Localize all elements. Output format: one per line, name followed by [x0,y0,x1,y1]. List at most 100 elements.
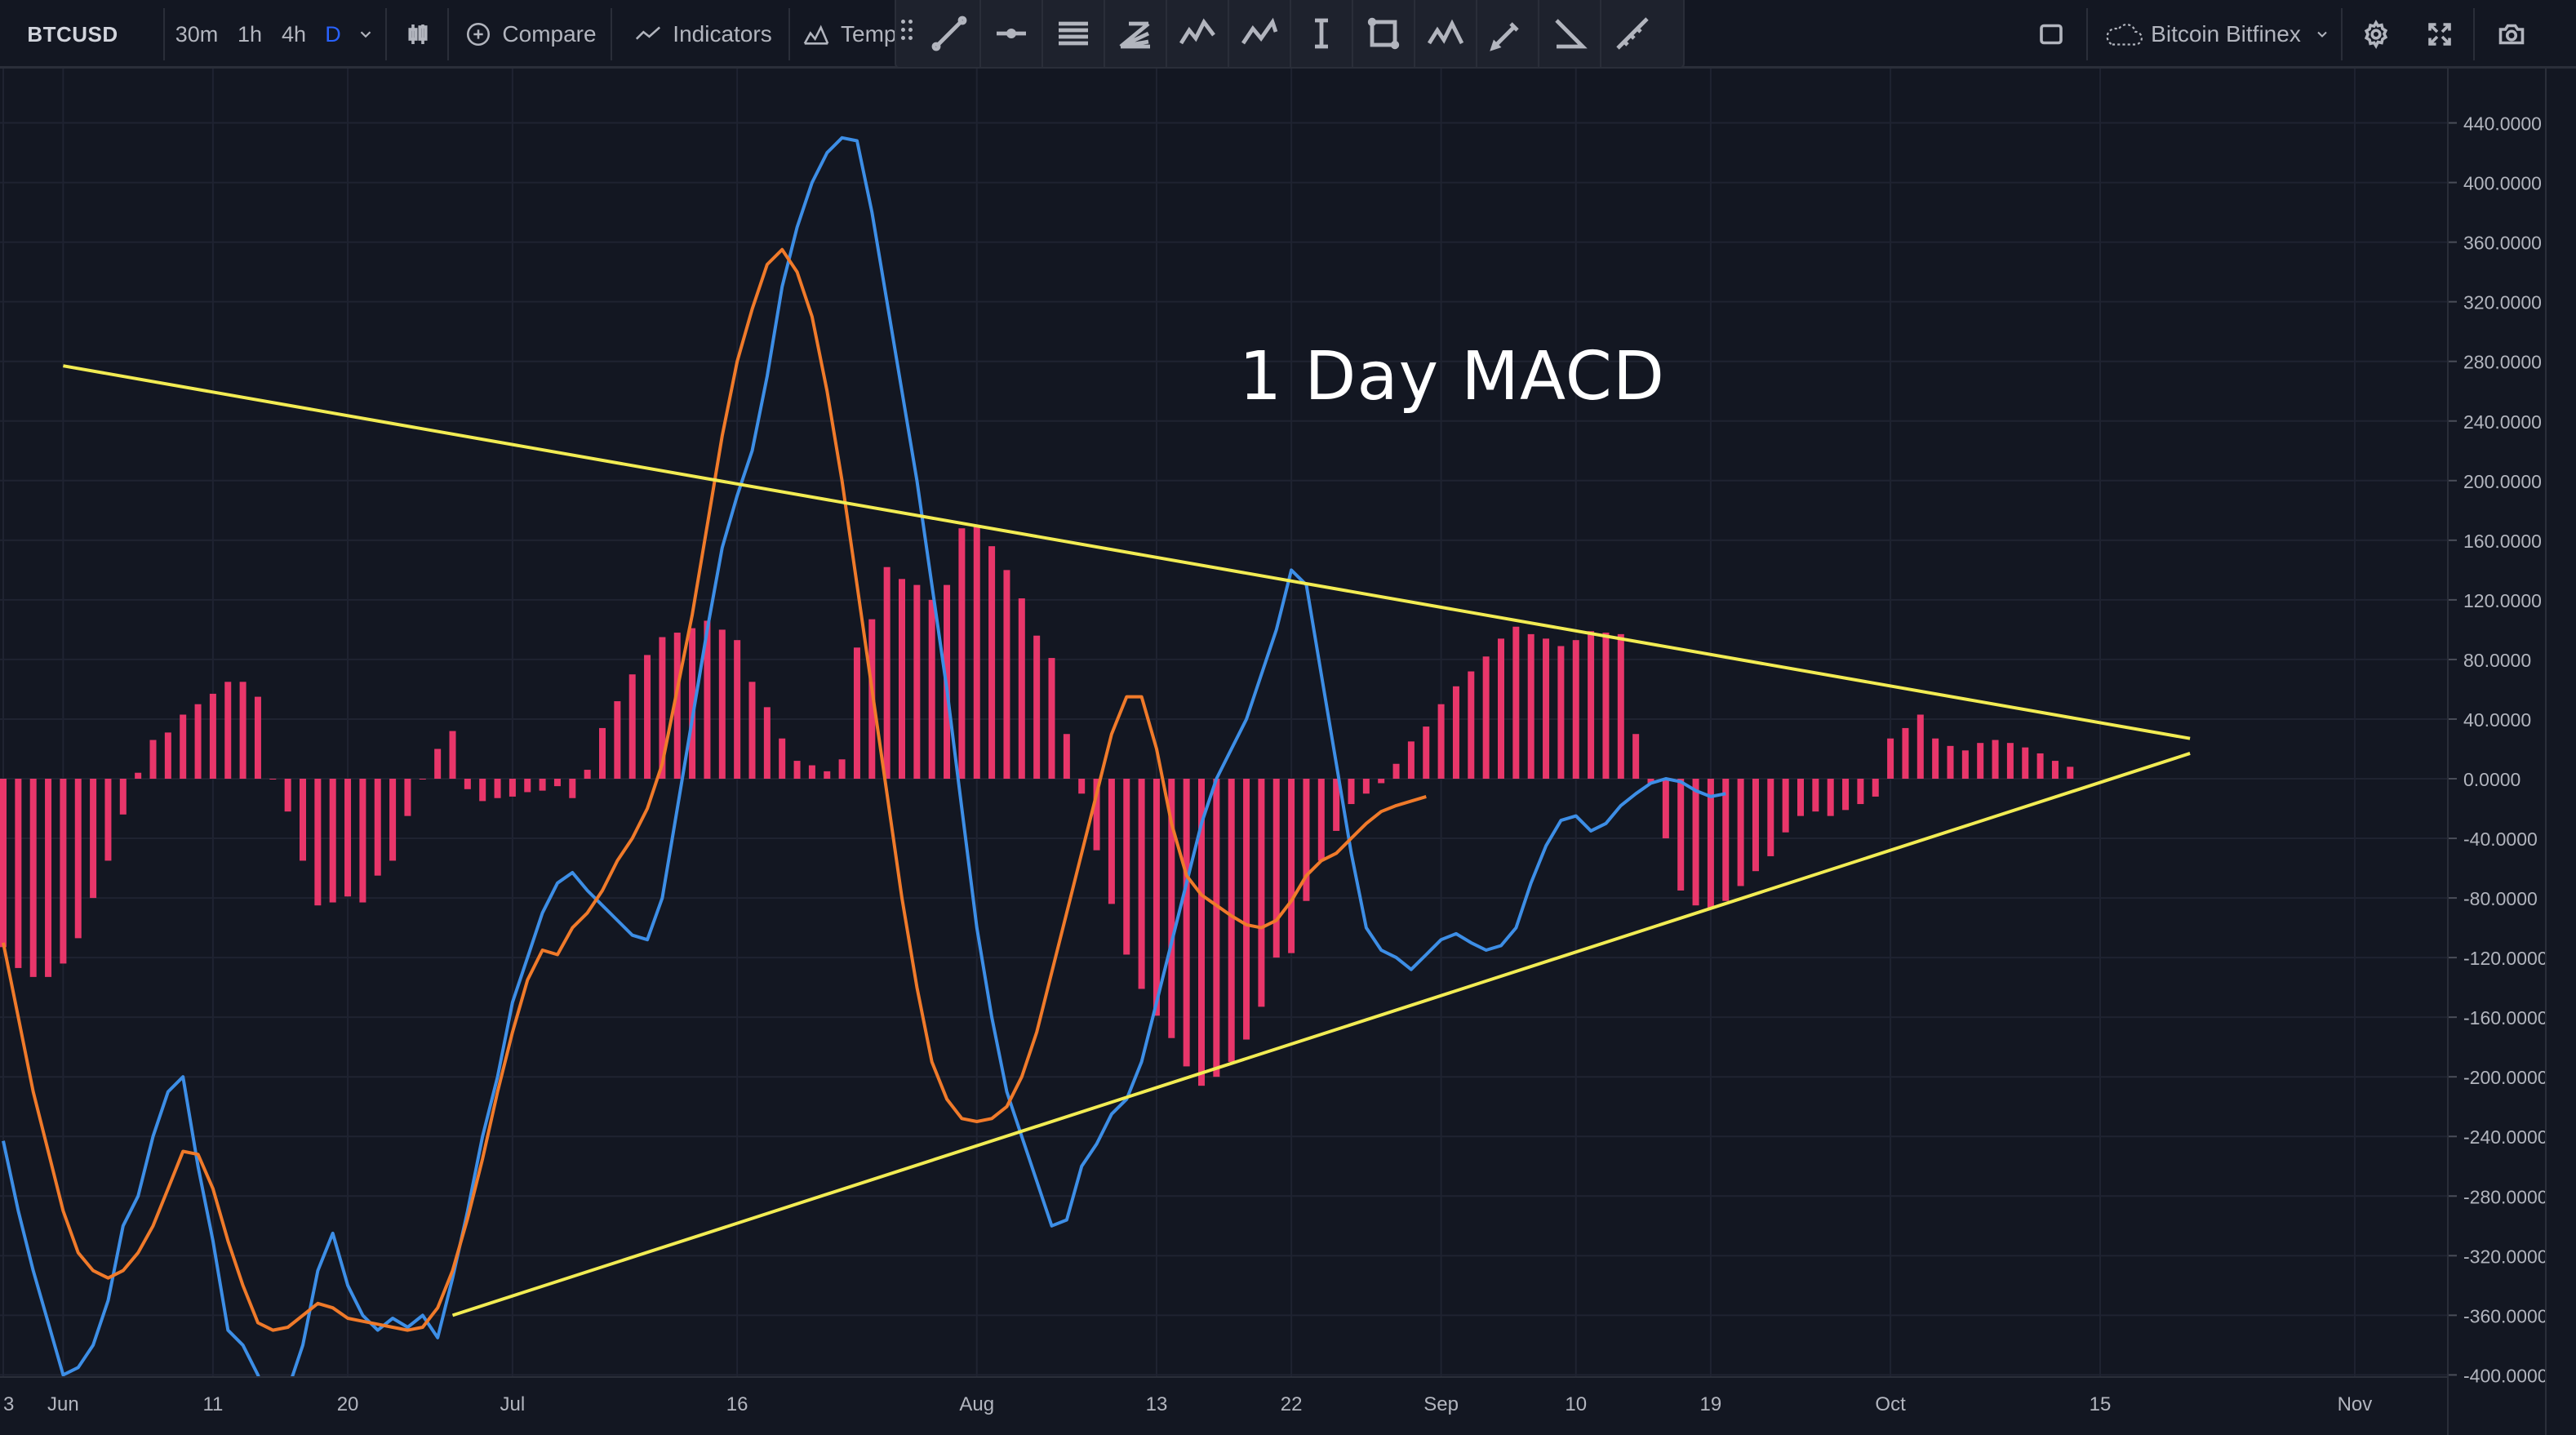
x-tick-label: Jun [47,1393,79,1415]
toolbar-divider [2473,8,2475,60]
histogram-bar [838,759,846,779]
plus-circle-icon [467,22,491,47]
indicators-icon [636,26,661,40]
histogram-bar [689,628,696,779]
x-tick-label: 3 [3,1393,14,1415]
candlestick-chart-type-icon[interactable] [395,0,441,69]
trendlines[interactable] [63,364,2191,1317]
timeframe-d-button[interactable]: D [325,21,341,47]
brush-tool-icon[interactable] [1477,0,1539,67]
histogram-bar [149,740,157,779]
elliott-wave-tool-icon[interactable] [1167,0,1229,67]
histogram-bar [1437,704,1445,779]
histogram-bar [1228,779,1235,1062]
histogram-bar [1407,741,1415,779]
histogram-bar [1468,671,1475,779]
toolbar-divider [2341,8,2343,60]
parallel-channel-tool-icon[interactable] [1043,0,1105,67]
histogram-bar [1317,779,1325,861]
timeframe-30m-button[interactable]: 30m [175,21,219,47]
x-tick-label: 13 [1146,1393,1168,1415]
trendline-lower[interactable] [451,752,2191,1317]
x-tick-label: 19 [1700,1393,1722,1415]
measure-tool-icon[interactable] [1601,0,1663,67]
histogram-bar [2036,753,2044,779]
histogram-bar [1722,779,1730,901]
templates-icon [803,24,829,45]
chart-annotation-text[interactable]: 1 Day MACD [1239,338,1666,415]
rectangle-tool-icon[interactable] [1353,0,1415,67]
x-tick-label: Oct [1875,1393,1906,1415]
histogram-bar [883,566,890,779]
histogram-bar [899,579,905,779]
histogram-bar [1198,779,1205,1086]
histogram-bar [344,779,352,897]
fib-fan-tool-icon[interactable] [1105,0,1167,67]
histogram-bar [1632,734,1640,779]
histogram-bar [1527,633,1534,779]
camera-icon[interactable] [2481,0,2542,69]
drawing-toolbar [895,0,1685,69]
histogram-bar [104,779,112,861]
histogram-bar [90,779,97,899]
angle-tool-icon[interactable] [1539,0,1601,67]
expand-icon[interactable] [2409,0,2470,69]
histogram-bar [1033,635,1041,779]
horizontal-line-tool-icon[interactable] [981,0,1043,67]
histogram-bar [1677,779,1685,891]
histogram-bar [494,779,501,798]
histogram-bar [1812,779,1819,812]
text-cursor-tool-icon[interactable] [1291,0,1353,67]
y-tick-label: -40.0000 [2463,829,2538,850]
chart-pane[interactable]: 440.0000 400.0000 360.0000 320.0000 280.0000… [0,69,2576,1435]
y-tick-label: 80.0000 [2463,650,2531,671]
x-tick-label: Sep [1423,1393,1459,1415]
histogram-bar [584,770,591,779]
y-tick-label: 360.0000 [2463,233,2542,254]
histogram-bar [1647,779,1654,784]
trend-line-tool-icon[interactable] [919,0,981,67]
macd-chart[interactable]: 440.0000 400.0000 360.0000 320.0000 280.0000… [0,69,2576,1435]
histogram-bar [928,599,935,779]
histogram-bar [973,525,980,779]
abcd-pattern-tool-icon[interactable] [1229,0,1291,67]
y-tick-label: 120.0000 [2463,590,2542,611]
timeframe-1h-button[interactable]: 1h [237,21,263,47]
histogram-bar [1272,779,1280,958]
histogram-bar [1498,638,1504,779]
compare-button[interactable]: Compare [457,0,604,69]
x-tick-label: Nov [2338,1393,2373,1415]
histogram-bar [404,779,411,816]
fullscreen-square-icon[interactable] [2023,0,2080,69]
histogram-bar [1362,779,1370,794]
templates-label: Temp [841,21,897,47]
settings-gear-icon[interactable] [2346,0,2406,69]
histogram-bar [419,779,426,780]
toolbar-divider [163,8,165,60]
histogram-bar [329,779,336,903]
histogram-bar [644,655,651,779]
histogram-bar [913,584,921,779]
histogram-bar [988,546,996,779]
trendline-upper[interactable] [63,364,2191,740]
histogram-bar [1887,738,1894,779]
indicators-label: Indicators [673,21,772,47]
symbol-search-button[interactable]: BTCUSD [27,21,118,47]
histogram-bar [60,779,67,964]
histogram-bar [1078,779,1086,794]
timeframe-dropdown-chevron-icon[interactable] [349,0,382,69]
right-sidebar-strip [2545,69,2576,1435]
templates-button[interactable]: Temp [800,0,898,69]
histogram-bar [1977,743,1984,779]
histogram-bar [659,637,666,779]
histogram-bar [673,633,681,779]
indicators-button[interactable]: Indicators [620,0,784,69]
drag-grip-icon[interactable] [901,20,916,49]
exchange-selector[interactable]: Bitcoin Bitfinex [2094,0,2339,69]
timeframe-4h-button[interactable]: 4h [281,21,307,47]
chart-grid [0,69,2447,1376]
pattern-tool-icon[interactable] [1415,0,1477,67]
histogram-bar [1303,779,1310,901]
histogram-bar [1378,779,1385,784]
histogram-bar [1018,598,1025,779]
